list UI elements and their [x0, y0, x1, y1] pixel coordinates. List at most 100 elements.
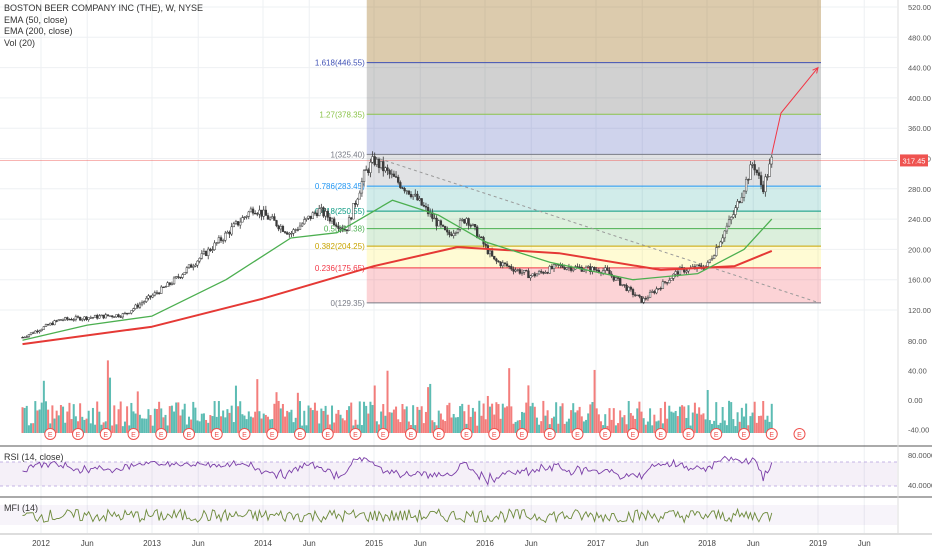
- candle-body: [96, 315, 99, 319]
- fib-zone: [366, 246, 821, 268]
- volume-bar: [580, 416, 583, 433]
- candle-body: [625, 284, 628, 291]
- candle-body: [290, 232, 293, 235]
- volume-bar: [666, 418, 669, 433]
- earnings-marker: [377, 428, 390, 440]
- candle-body: [522, 269, 526, 273]
- candle-body: [377, 158, 381, 168]
- candle-body: [409, 193, 413, 198]
- candle-body: [27, 334, 31, 337]
- candle-body: [535, 273, 539, 277]
- volume-bar: [299, 401, 301, 433]
- volume-bar: [25, 405, 28, 433]
- volume-bar: [518, 420, 521, 433]
- volume-bar: [277, 400, 280, 433]
- volume-bar: [177, 402, 180, 433]
- candle-body: [70, 318, 73, 321]
- candle-body: [668, 280, 671, 284]
- candle-body: [503, 262, 507, 265]
- candle-body: [209, 248, 212, 251]
- volume-bar: [591, 402, 594, 433]
- candle-body: [53, 320, 56, 326]
- candle-body: [51, 322, 54, 326]
- volume-bar: [661, 423, 664, 433]
- earnings-marker-label: E: [742, 432, 747, 439]
- volume-bar: [243, 415, 246, 433]
- volume-bar: [478, 400, 481, 433]
- ema50-label: EMA (50, close): [4, 14, 68, 25]
- candle-body: [106, 314, 110, 317]
- candle-body: [454, 232, 457, 234]
- candle-body: [606, 267, 609, 271]
- volume-bar: [74, 416, 77, 433]
- candle-body: [215, 242, 218, 244]
- volume-bar: [469, 416, 472, 433]
- candle-body: [134, 304, 137, 309]
- volume-bar: [62, 406, 65, 433]
- volume-bar: [70, 419, 73, 433]
- volume-bar: [521, 411, 523, 433]
- candle-body: [587, 266, 590, 268]
- volume-bar: [629, 413, 632, 433]
- candle-body: [616, 277, 620, 279]
- volume-bar: [454, 417, 457, 433]
- volume-bar: [57, 415, 60, 433]
- candle-body: [315, 212, 319, 217]
- volume-bar: [305, 425, 308, 433]
- volume-bar: [557, 423, 560, 433]
- volume-bar: [207, 422, 210, 433]
- candle-body: [236, 221, 240, 226]
- volume-bar: [59, 405, 62, 433]
- candle-body: [264, 209, 267, 216]
- candle-body: [207, 248, 210, 256]
- volume-bar: [94, 424, 97, 433]
- candle-body: [76, 316, 80, 318]
- candle-body: [463, 219, 466, 224]
- volume-bar: [710, 423, 713, 433]
- volume-bar: [21, 407, 24, 433]
- volume-bar: [196, 420, 199, 433]
- volume-bar: [252, 417, 255, 433]
- candle-body: [226, 231, 229, 234]
- candle-body: [465, 218, 468, 224]
- volume-bar: [83, 419, 86, 433]
- volume-bar: [491, 403, 494, 433]
- volume-bar: [264, 414, 267, 433]
- candle-body: [595, 269, 598, 271]
- volume-bar: [614, 425, 617, 433]
- earnings-marker: [460, 428, 473, 440]
- volume-bar: [743, 416, 745, 433]
- candle-body: [458, 220, 462, 230]
- candle-body: [356, 198, 359, 205]
- volume-bar: [309, 407, 312, 433]
- candle-body: [123, 312, 127, 315]
- volume-bar: [138, 414, 141, 433]
- candle-body: [345, 229, 349, 231]
- volume-bar: [655, 421, 658, 433]
- earnings-marker-label: E: [547, 432, 552, 439]
- earnings-marker-label: E: [325, 432, 330, 439]
- candle-body: [759, 175, 763, 186]
- volume-bar: [595, 408, 598, 433]
- candle-body: [448, 231, 451, 235]
- candle-body: [422, 204, 425, 207]
- candle-body: [275, 220, 278, 227]
- earnings-marker-label: E: [270, 432, 275, 439]
- earnings-marker-label: E: [187, 432, 192, 439]
- earnings-marker: [738, 428, 750, 440]
- candle-body: [57, 319, 60, 322]
- volume-bar: [640, 411, 643, 433]
- candle-body: [401, 187, 404, 189]
- candle-body: [283, 231, 287, 233]
- price-tick-label: 280.00: [908, 185, 931, 194]
- volume-bar: [341, 418, 344, 433]
- volume-bar: [516, 420, 519, 433]
- candle-body: [320, 207, 323, 209]
- candle-body: [770, 156, 773, 165]
- candle-body: [397, 176, 400, 183]
- time-tick-label: Jun: [525, 539, 538, 548]
- volume-bar: [96, 401, 99, 433]
- time-tick-label: Jun: [192, 539, 205, 548]
- candle-body: [222, 240, 225, 242]
- candle-body: [441, 224, 445, 227]
